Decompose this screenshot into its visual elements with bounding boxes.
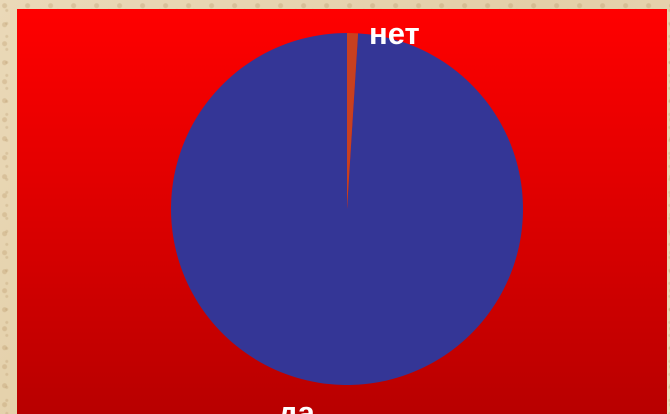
pie-chart: нет да (170, 16, 524, 414)
slice-label-yes: да (278, 395, 316, 414)
pie-slice-no (347, 33, 359, 209)
slice-label-no: нет (369, 16, 420, 51)
pie-slices (170, 33, 524, 386)
chart-panel: нет да (17, 9, 667, 414)
pie-slice-yes (170, 33, 524, 386)
pie-labels: нет да (278, 16, 420, 414)
